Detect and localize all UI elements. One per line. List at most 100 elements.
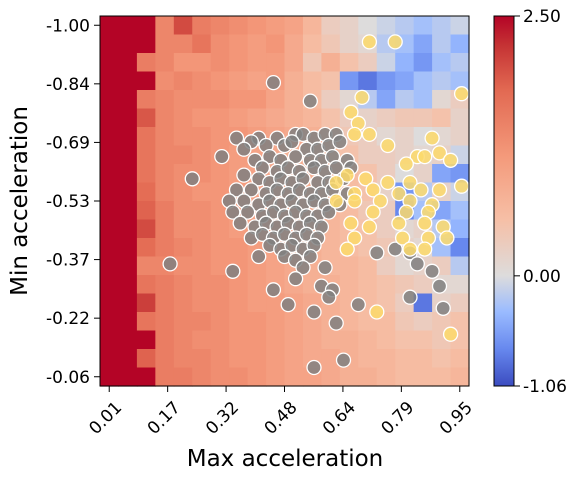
heatmap-cell — [321, 349, 341, 369]
heatmap-cell — [450, 275, 470, 295]
scatter-point-yellow — [424, 130, 440, 146]
heatmap-cell — [395, 71, 415, 91]
heatmap-cell — [100, 219, 120, 239]
heatmap-cell — [284, 312, 304, 332]
heatmap-cell — [450, 201, 470, 221]
scatter-point-yellow — [361, 126, 378, 143]
heatmap-cell — [413, 367, 433, 387]
scatter-point-gray — [306, 359, 322, 376]
heatmap-cell — [284, 71, 304, 91]
heatmap-cell — [136, 293, 156, 313]
heatmap-cell — [229, 238, 249, 258]
heatmap-cell — [247, 349, 267, 369]
heatmap-cell — [284, 53, 304, 73]
heatmap-cell — [192, 71, 212, 91]
heatmap-cell — [247, 71, 267, 91]
heatmap-cell — [247, 367, 267, 387]
scatter-point-gray — [228, 130, 245, 146]
heatmap-cell — [118, 71, 138, 91]
heatmap-cell — [376, 219, 396, 239]
heatmap-cell — [192, 53, 212, 73]
scatter-point-yellow — [380, 137, 396, 154]
heatmap-cell — [229, 275, 249, 295]
heatmap-cell — [432, 108, 452, 128]
heatmap-cell — [229, 90, 249, 110]
heatmap-cell — [247, 90, 267, 110]
y-tick-label: -1.00 — [46, 16, 90, 36]
heatmap-cell — [413, 71, 433, 91]
heatmap-cell — [192, 238, 212, 258]
heatmap-cell — [118, 312, 138, 332]
scatter-point-gray — [317, 259, 333, 276]
scatter-point-gray — [251, 248, 267, 265]
heatmap-cell — [284, 330, 304, 350]
heatmap-cell — [321, 238, 341, 258]
heatmap-cell — [432, 349, 452, 369]
heatmap-cell — [358, 71, 378, 91]
heatmap-cell — [450, 71, 470, 91]
heatmap-cell — [136, 108, 156, 128]
colorbar — [493, 15, 515, 387]
heatmap-cell — [210, 53, 230, 73]
heatmap-cell — [450, 108, 470, 128]
scatter-point-gray — [265, 282, 282, 298]
y-axis-label: Min acceleration — [7, 106, 33, 296]
heatmap-cell — [321, 16, 341, 36]
scatter-point-yellow — [398, 156, 414, 172]
heatmap-cell — [395, 330, 415, 350]
heatmap-cell — [155, 34, 175, 54]
heatmap-cell — [118, 330, 138, 350]
scatter-point-yellow — [442, 152, 459, 168]
heatmap-cell — [413, 275, 433, 295]
heatmap-cell — [210, 330, 230, 350]
colorbar-tick-label: 2.50 — [523, 7, 561, 27]
heatmap-cell — [100, 34, 120, 54]
scatter-point-gray — [335, 352, 352, 368]
heatmap-cell — [284, 34, 304, 54]
heatmap-cell — [173, 293, 193, 313]
heatmap-cell — [395, 312, 415, 332]
heatmap-cell — [155, 182, 175, 202]
heatmap-cell — [413, 164, 433, 184]
heatmap-cell — [450, 16, 470, 36]
heatmap-cell — [358, 16, 378, 36]
scatter-point-gray — [369, 245, 385, 261]
scatter-point-yellow — [417, 241, 433, 257]
heatmap-cell — [118, 182, 138, 202]
heatmap-cell — [173, 219, 193, 239]
heatmap-cell — [247, 16, 267, 36]
heatmap-cell — [413, 16, 433, 36]
heatmap-cell — [413, 34, 433, 54]
heatmap-cell — [173, 34, 193, 54]
heatmap-cell — [321, 90, 341, 110]
heatmap-cell — [450, 164, 470, 184]
heatmap-cell — [210, 164, 230, 184]
heatmap-cell — [173, 145, 193, 165]
heatmap-cell — [321, 330, 341, 350]
heatmap-cell — [339, 90, 359, 110]
x-tick-label: 0.64 — [319, 398, 360, 439]
heatmap-cell — [136, 127, 156, 147]
scatter-point-gray — [225, 263, 241, 279]
heatmap-cell — [339, 367, 359, 387]
scatter-point-gray — [239, 204, 256, 220]
heatmap-cell — [266, 16, 286, 36]
heatmap-cell — [100, 182, 120, 202]
heatmap-cell — [100, 71, 120, 91]
heatmap-cell — [339, 330, 359, 350]
heatmap-cell — [432, 34, 452, 54]
heatmap-cell — [321, 71, 341, 91]
heatmap-cell — [395, 127, 415, 147]
heatmap-cell — [173, 53, 193, 73]
scatter-point-gray — [295, 259, 311, 276]
heatmap-cell — [118, 238, 138, 258]
heatmap-cell — [173, 90, 193, 110]
heatmap-cell — [376, 256, 396, 276]
heatmap-cell — [210, 90, 230, 110]
heatmap-cell — [229, 16, 249, 36]
heatmap-cell — [229, 53, 249, 73]
heatmap-cell — [192, 16, 212, 36]
heatmap-cell — [302, 330, 322, 350]
scatter-point-gray — [387, 241, 403, 257]
scatter-point-gray — [265, 74, 282, 91]
